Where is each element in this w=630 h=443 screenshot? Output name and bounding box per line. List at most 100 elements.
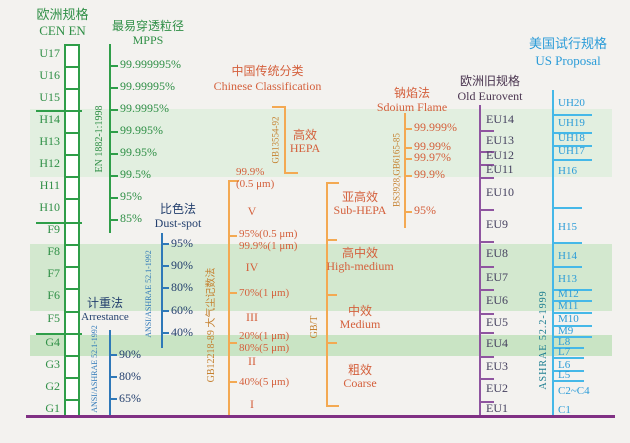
tick-mark <box>554 325 592 327</box>
tick-mark <box>111 354 117 356</box>
tick-mark <box>406 128 412 130</box>
arrestance-tick-label: 90% <box>119 347 141 361</box>
tick-mark <box>328 239 337 241</box>
sodium-tick-label: 99.9% <box>414 167 445 181</box>
sodium-header-zh: 钠焰法 <box>393 86 430 100</box>
cen-class-label: U15 <box>39 90 60 104</box>
tick-mark <box>481 401 494 403</box>
tick-mark <box>163 243 169 245</box>
medium-category-en: Medium <box>339 317 381 331</box>
mpps-tick-label: 85% <box>120 211 142 225</box>
us-class-label: H16 <box>558 165 577 177</box>
tick-mark <box>111 87 118 89</box>
high-medium-category-en: High-medium <box>326 259 394 273</box>
eurovent-header-zh: 欧洲旧规格 <box>459 74 520 88</box>
cen-class-label: U16 <box>39 68 60 82</box>
cen-ladder-rung <box>64 355 80 357</box>
cen-class-label: H11 <box>39 178 60 192</box>
tick-mark <box>230 342 237 344</box>
mpps-tick-label: 99.95% <box>120 145 157 159</box>
arrestance-tick-label: 80% <box>119 369 141 383</box>
dust-spot-tick-label: 40% <box>171 325 193 339</box>
dust-spot-tick-label: 60% <box>171 303 193 317</box>
tick-mark <box>111 376 117 378</box>
grade-label: III <box>246 310 258 324</box>
cen-ladder-rail-right <box>78 44 80 417</box>
eurovent-class-label: EU6 <box>486 293 508 307</box>
ansi-ashrae-label-dust: ANSI/ASHRAE 52.1-1992 <box>144 250 153 338</box>
cen-class-label: F8 <box>47 244 60 258</box>
us-class-label: H13 <box>558 273 577 285</box>
us-class-label: M9 <box>558 325 574 337</box>
cen-ladder-rung <box>64 88 80 90</box>
arrestance-header-zh: 计重法 <box>86 296 123 310</box>
cen-class-label: G3 <box>45 357 60 371</box>
mpps-tick-label: 99.5% <box>120 167 151 181</box>
tick-mark <box>554 312 592 314</box>
us-scale-line <box>552 90 554 417</box>
dust-spot-tick-label: 90% <box>171 258 193 272</box>
arrestance-tick-label: 65% <box>119 391 141 405</box>
us-class-label: UH18 <box>558 132 585 144</box>
eurovent-class-label: EU9 <box>486 217 508 231</box>
counting-scale-label: 99.9% <box>236 166 265 178</box>
cen-header-zh: 欧洲规格 <box>36 7 89 22</box>
us-class-label: M12 <box>558 288 579 300</box>
us-class-label: C1 <box>558 404 571 416</box>
counting-scale-label: 99.9%(1 μm) <box>239 240 298 252</box>
eurovent-class-label: EU13 <box>486 133 514 147</box>
mpps-header-zh: 最易穿透粒径 <box>111 19 184 33</box>
mpps-tick-label: 99.999995% <box>120 57 181 71</box>
cen-class-label: F7 <box>47 266 60 280</box>
medium-category-zh: 中效 <box>347 304 372 318</box>
us-class-label: UH19 <box>558 117 585 129</box>
coarse-category-en: Coarse <box>343 376 377 390</box>
tick-mark <box>554 207 582 209</box>
tick-mark <box>554 145 592 147</box>
counting-scale-line <box>228 180 230 417</box>
us-class-label: L8 <box>558 336 571 348</box>
eurovent-class-label: EU8 <box>486 246 508 260</box>
us-header-zh: 美国试行规格 <box>528 36 607 51</box>
coarse-category-zh: 粗效 <box>347 363 372 377</box>
cen-ladder-rung <box>64 44 80 46</box>
sodium-tick-label: 99.999% <box>414 120 457 134</box>
cen-ladder-rung <box>64 198 80 200</box>
tick-mark <box>328 342 337 344</box>
tick-mark <box>163 332 169 334</box>
cen-class-label: G2 <box>45 379 60 393</box>
cen-ladder-fill <box>64 44 80 417</box>
mpps-tick-label: 99.9995% <box>120 101 169 115</box>
eurovent-class-label: EU12 <box>486 148 514 162</box>
cen-ladder-rung <box>64 132 80 134</box>
tick-mark <box>406 175 412 177</box>
us-class-label: L5 <box>558 369 571 381</box>
eurovent-class-label: EU10 <box>486 185 514 199</box>
us-class-label: M10 <box>558 313 579 325</box>
sub-hepa-category-zh: 亚高效 <box>341 190 378 204</box>
eurovent-scale-line <box>479 105 481 417</box>
cen-ladder-rung <box>64 288 80 290</box>
cen-class-label: G4 <box>45 335 60 349</box>
tick-mark <box>554 266 582 268</box>
cen-header-en: CEN EN <box>39 23 86 38</box>
tick-mark <box>481 151 494 153</box>
hepa-bracket-cap <box>286 172 298 174</box>
hepa-bracket-cap <box>272 106 284 108</box>
us-class-label: H14 <box>558 250 577 262</box>
dust-spot-tick-label: 80% <box>171 280 193 294</box>
tick-mark <box>481 266 494 268</box>
eurovent-class-label: EU3 <box>486 359 508 373</box>
chinese-header-en: Chinese Classification <box>213 79 322 93</box>
tick-mark <box>481 356 494 358</box>
grade-label: I <box>250 397 254 411</box>
band-high-medium <box>30 244 612 311</box>
cen-ladder-rung <box>64 154 80 156</box>
tick-mark <box>554 289 592 291</box>
eurovent-class-label: EU1 <box>486 401 508 415</box>
tick-mark <box>406 158 412 160</box>
tick-mark <box>111 219 118 221</box>
grade-label: II <box>248 354 256 368</box>
eurovent-class-label: EU14 <box>486 112 514 126</box>
